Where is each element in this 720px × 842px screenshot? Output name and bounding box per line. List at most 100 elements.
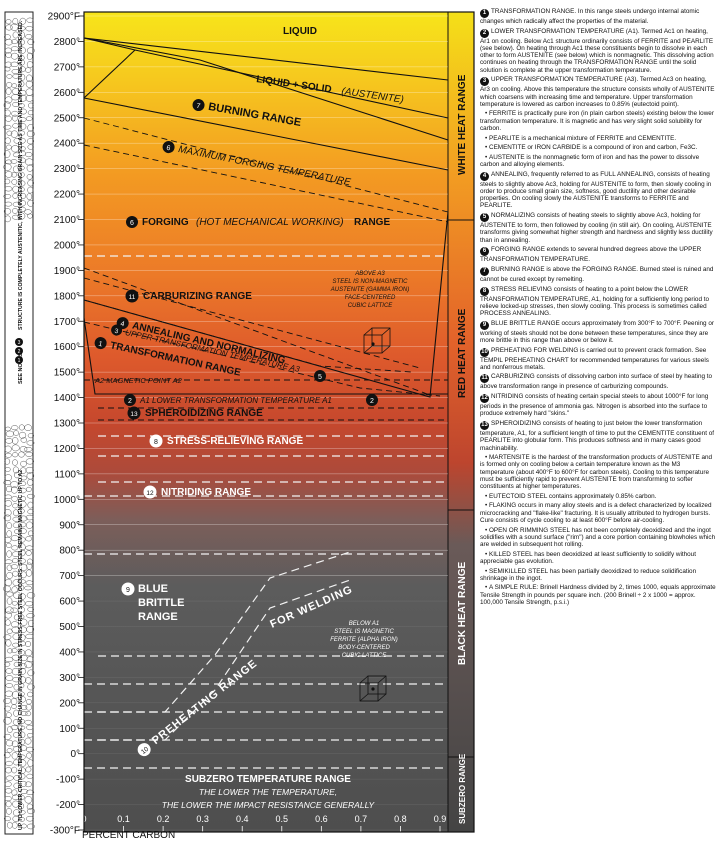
y-tick-label: 2700° <box>54 62 80 73</box>
note-item: 5 NORMALIZING consists of heating steels … <box>480 212 716 244</box>
note-text: BURNING RANGE is above the FORGING RANGE… <box>480 265 714 283</box>
spheroidizing-label: 13 SPHEROIDIZING RANGE <box>127 406 263 420</box>
x-tick-label: 0.2 <box>157 814 170 824</box>
note-text: EUTECTOID STEEL contains approximately 0… <box>488 492 657 500</box>
svg-text:STRESS-RELIEVING RANGE: STRESS-RELIEVING RANGE <box>167 436 303 447</box>
svg-text:CUBIC LATTICE: CUBIC LATTICE <box>348 303 394 309</box>
subzero-sub1: THE LOWER THE TEMPERATURE, <box>199 787 337 797</box>
svg-text:FERRITE (ALPHA IRON): FERRITE (ALPHA IRON) <box>330 637 397 643</box>
y-tick-label: 1300° <box>54 419 80 430</box>
note-number-badge: 4 <box>480 171 489 181</box>
note-text: UPPER TRANSFORMATION TEMPERATURE (A3). T… <box>480 76 715 108</box>
y-tick-label: 400° <box>59 647 80 658</box>
note-item: CEMENTITE or IRON CARBIDE is a compound … <box>480 144 716 151</box>
x-tick-label: 0.4 <box>236 814 249 824</box>
note-text: ANNEALING, frequently referred to as FUL… <box>480 170 712 210</box>
y-tick-label: 2500° <box>54 113 80 124</box>
svg-text:2: 2 <box>370 398 374 405</box>
x-tick-label: 0.1 <box>117 814 130 824</box>
note-item: 13 SPHEROIDIZING consists of heating to j… <box>480 420 716 452</box>
x-tick-label: 0.3 <box>196 814 209 824</box>
y-tick-label: 500° <box>59 622 80 633</box>
note-item: 11 CARBURIZING consists of dissolving car… <box>480 373 716 390</box>
note-text: CARBURIZING consists of dissolving carbo… <box>480 373 713 391</box>
svg-text:4: 4 <box>120 321 125 329</box>
note-item: SEMIKILLED STEEL has been partially deox… <box>480 568 716 583</box>
note-text: NORMALIZING consists of heating steels t… <box>480 212 713 244</box>
see-notes-text: SEE NOTES <box>18 352 24 384</box>
svg-text:(HOT MECHANICAL WORKING): (HOT MECHANICAL WORKING) <box>196 217 344 228</box>
y-tick-label: 900° <box>59 520 80 531</box>
fcc-cube-icon <box>363 327 391 354</box>
y-tick-label: 1900° <box>54 266 80 277</box>
svg-text:13: 13 <box>130 411 138 418</box>
y-tick-label: 2900°F <box>48 12 80 23</box>
note-item: 9 BLUE BRITTLE RANGE occurs approximately… <box>480 320 716 345</box>
red-heat-band: RED HEAT RANGE <box>457 308 468 398</box>
svg-text:BELOW A1: BELOW A1 <box>349 621 379 627</box>
svg-text:AUSTENITE (GAMMA IRON): AUSTENITE (GAMMA IRON) <box>330 287 409 293</box>
band-background <box>448 12 474 832</box>
y-tick-label: 700° <box>59 571 80 582</box>
note-number-badge: 1 <box>480 9 489 18</box>
note-text: LOWER TRANSFORMATION TEMPERATURE (A1). T… <box>480 27 714 74</box>
svg-text:STEEL IS NON-MAGNETIC: STEEL IS NON-MAGNETIC <box>333 279 409 285</box>
y-tick-label: 2300° <box>54 164 80 175</box>
note-item: 12 NITRIDING consists of heating certain … <box>480 393 716 418</box>
note-text: PEARLITE is a mechanical mixture of FERR… <box>488 134 677 142</box>
x-tick-label: 0.6 <box>315 814 328 824</box>
svg-text:3: 3 <box>18 340 21 346</box>
lower-transformation-label: 2 A1 LOWER TRANSFORMATION TEMPERATURE A1… <box>124 394 378 406</box>
svg-text:BODY-CENTERED: BODY-CENTERED <box>338 645 390 651</box>
note-text: BLUE BRITTLE RANGE occurs approximately … <box>480 319 714 344</box>
svg-text:SPHEROIDIZING RANGE: SPHEROIDIZING RANGE <box>145 408 263 419</box>
plot-background <box>84 12 448 832</box>
svg-text:ABOVE A3: ABOVE A3 <box>354 271 385 277</box>
svg-text:A1 LOWER TRANSFORMATION TEMPER: A1 LOWER TRANSFORMATION TEMPERATURE A1 <box>139 396 332 405</box>
above-a3-note: ABOVE A3 STEEL IS NON-MAGNETIC AUSTENITE… <box>330 271 409 309</box>
y-tick-label: 1200° <box>54 444 80 455</box>
note-item: PEARLITE is a mechanical mixture of FERR… <box>480 135 716 142</box>
y-tick-label: 1700° <box>54 317 80 328</box>
svg-text:FORGING: FORGING <box>142 217 189 228</box>
note-item: OPEN OR RIMMING STEEL has not been compl… <box>480 527 716 549</box>
note-item: FLAKING occurs in many alloy steels and … <box>480 502 716 524</box>
note-text: KILLED STEEL has been deoxidized at leas… <box>480 550 696 565</box>
svg-text:6: 6 <box>130 220 134 227</box>
note-item: 7 BURNING RANGE is above the FORGING RANG… <box>480 266 716 283</box>
note-text: FERRITE is practically pure iron (in pla… <box>480 110 714 132</box>
y-axis-ticks: 2900°F 2800° 2700° 2600° 2500° 2400° 2300° 2200… <box>48 12 84 837</box>
svg-text:11: 11 <box>129 294 136 301</box>
note-item: 4 ANNEALING, frequently referred to as FU… <box>480 171 716 210</box>
subzero-title: SUBZERO TEMPERATURE RANGE <box>185 774 351 785</box>
note-item: A SIMPLE RULE: Brinell Hardness divided … <box>480 584 716 606</box>
y-tick-label: 300° <box>59 673 80 684</box>
x-tick-label: 0.7 <box>355 814 368 824</box>
note-text: STRESS RELIEVING consists of heating to … <box>480 285 710 318</box>
structure-bottom-text: UP TO LOWER CRITICAL TEMPERATURE, NO CHA… <box>18 470 24 830</box>
y-tick-label: 1800° <box>54 291 80 302</box>
phase-lines <box>83 37 449 171</box>
svg-text:FACE-CENTERED: FACE-CENTERED <box>345 295 396 301</box>
note-text: OPEN OR RIMMING STEEL has not been compl… <box>480 526 716 549</box>
y-tick-label: -200° <box>56 800 80 811</box>
y-tick-label: 2600° <box>54 88 80 99</box>
forging-range-label: 6 FORGING (HOT MECHANICAL WORKING) RANGE <box>126 216 390 228</box>
note-number-badge: 6 <box>480 247 489 257</box>
svg-text:10: 10 <box>140 746 150 756</box>
y-tick-label: 1600° <box>54 342 80 353</box>
note-number-badge: 8 <box>480 286 489 296</box>
see-notes-badges: 1 2 3 <box>15 338 23 364</box>
below-a1-note: BELOW A1 STEEL IS MAGNETIC FERRITE (ALPH… <box>330 621 397 659</box>
note-item: MARTENSITE is the hardest of the transfo… <box>480 454 716 490</box>
note-item: AUSTENITE is the nonmagnetic form of iro… <box>480 154 716 169</box>
y-tick-label: 0° <box>70 749 80 760</box>
y-tick-label: -300°F <box>50 826 80 837</box>
y-tick-label: 2000° <box>54 240 80 251</box>
svg-text:12: 12 <box>146 490 154 497</box>
note-text: AUSTENITE is the nonmagnetic form of iro… <box>480 153 700 169</box>
y-tick-label: 200° <box>59 698 80 709</box>
stress-relieving-label: 8 STRESS-RELIEVING RANGE <box>149 434 303 448</box>
note-text: NITRIDING consists of heating certain sp… <box>480 393 709 418</box>
note-text: FORGING RANGE extends to several hundred… <box>480 246 702 264</box>
